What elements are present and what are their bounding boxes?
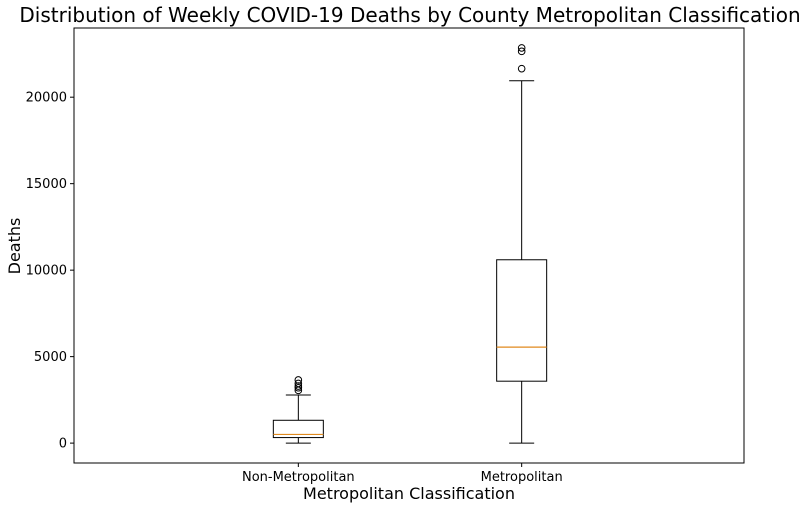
y-tick-label: 0 (59, 437, 67, 452)
outlier-point (517, 64, 526, 73)
plot-area (73, 27, 745, 464)
y-axis-label: Deaths (5, 218, 24, 275)
x-axis-ticks: Non-Metropolitan Metropolitan (242, 463, 563, 485)
chart-title: Distribution of Weekly COVID-19 Deaths b… (19, 3, 800, 27)
y-tick-label: 10000 (26, 264, 67, 279)
box-group (496, 44, 548, 444)
outlier-point (294, 382, 303, 390)
x-tick-label: Non-Metropolitan (242, 470, 355, 485)
y-tick-label: 20000 (26, 91, 67, 106)
y-tick-label: 15000 (26, 177, 67, 192)
x-axis-label: Metropolitan Classification (303, 484, 515, 503)
outlier-point (294, 376, 303, 384)
outlier-point (517, 44, 526, 52)
iqr-box (272, 419, 324, 439)
iqr-box (496, 259, 548, 382)
outlier-point (294, 379, 303, 388)
box-group (272, 376, 324, 444)
y-axis-ticks: 0 5000 10000 15000 20000 (26, 91, 74, 452)
x-tick-label: Metropolitan (481, 470, 563, 485)
y-tick-label: 5000 (34, 350, 67, 365)
outlier-point (517, 47, 526, 56)
boxes (272, 44, 548, 444)
